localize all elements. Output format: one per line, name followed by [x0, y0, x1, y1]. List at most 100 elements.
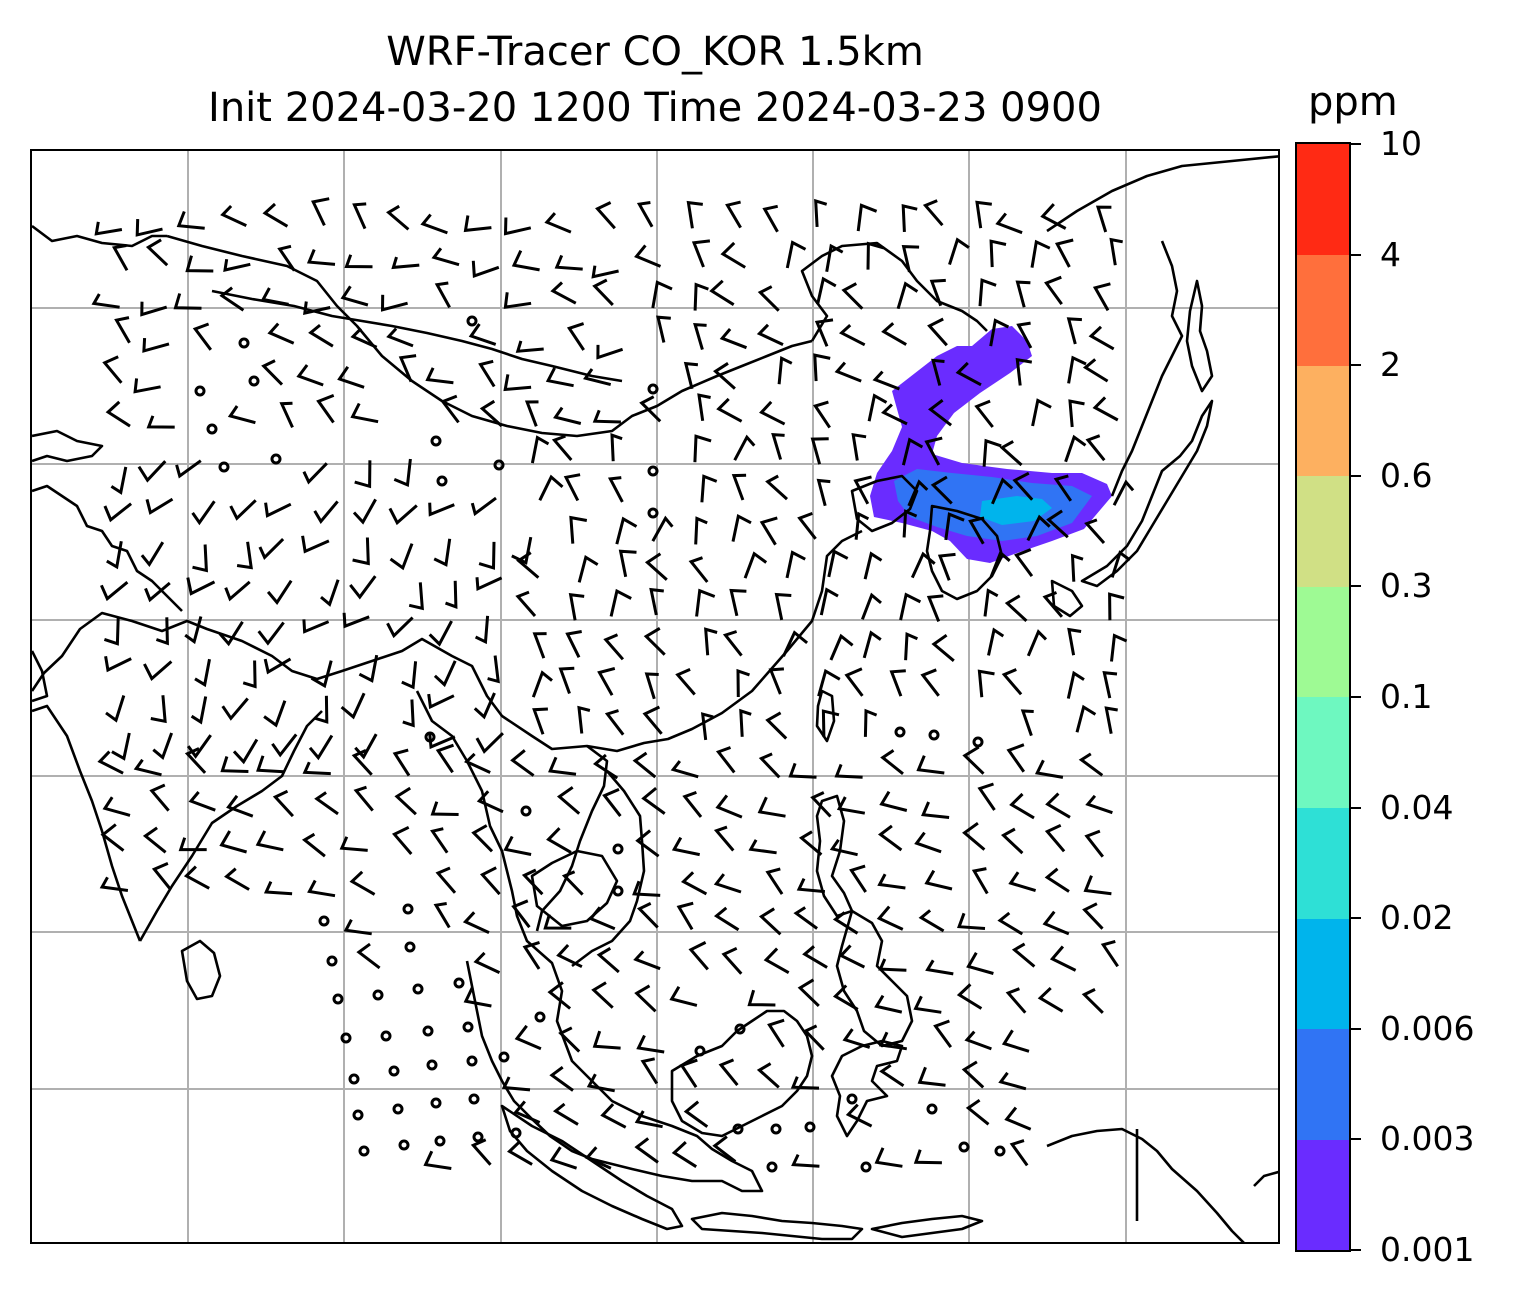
wind-barb [877, 873, 906, 890]
wind-barb [591, 265, 619, 279]
wind-barb [1015, 280, 1031, 308]
wind-barb [191, 500, 216, 526]
wind-barb [881, 403, 908, 426]
wind-barb [688, 556, 709, 583]
wind-barb [1075, 704, 1097, 733]
wind-barb [636, 201, 654, 228]
sakhalin [1185, 279, 1214, 393]
wind-barb [552, 1102, 579, 1126]
wind-barb [393, 458, 412, 488]
calm-wind-circle [612, 885, 624, 897]
wind-barb [821, 709, 840, 738]
wind-barb [922, 199, 944, 227]
wind-barb [133, 758, 162, 777]
russian-far-east-coast [1046, 155, 1278, 497]
wind-barb [435, 866, 457, 894]
wind-barb [220, 204, 247, 227]
wind-barb [983, 588, 999, 617]
wind-barb [762, 204, 779, 233]
wind-barb [588, 906, 616, 931]
wind-barb [194, 658, 211, 688]
colorbar-tick [1351, 364, 1361, 367]
calm-wind-circle [468, 1093, 480, 1105]
calm-wind-circle [398, 1139, 410, 1151]
wind-barb [591, 981, 614, 1009]
wind-barb [133, 378, 161, 394]
wind-barb [257, 621, 285, 646]
wind-barb [561, 870, 584, 896]
wind-barb [344, 254, 373, 269]
wind-barb [178, 837, 207, 852]
calm-wind-circle [466, 1055, 478, 1067]
wind-barb [386, 327, 414, 348]
wind-barb [644, 672, 659, 700]
colorbar-tick-label: 0.02 [1380, 898, 1454, 938]
wind-barb [739, 708, 752, 737]
colorbar-tick [1351, 917, 1361, 920]
wind-barb [532, 632, 547, 659]
wind-barb [546, 827, 572, 854]
wind-barb [944, 512, 965, 541]
wind-barb [907, 479, 929, 507]
wind-barb [874, 1147, 903, 1168]
wind-barb [388, 504, 418, 526]
wind-barb [510, 749, 535, 777]
map-panel[interactable] [30, 149, 1280, 1244]
wind-barb [513, 1100, 541, 1124]
wind-barb [768, 667, 785, 695]
calm-wind-circle [412, 983, 424, 995]
wind-barb [693, 322, 707, 351]
wind-barb [302, 619, 330, 634]
wind-barb [308, 323, 334, 348]
wind-barb [716, 397, 743, 423]
calm-wind-circle [732, 1123, 744, 1135]
wind-barb [1026, 629, 1048, 657]
wind-barb [311, 197, 330, 227]
indochina-coast [415, 690, 764, 1193]
wind-barb [337, 365, 365, 389]
colorbar-segment [1297, 586, 1349, 698]
wind-barb [914, 831, 942, 854]
calm-wind-circle [894, 726, 906, 738]
wind-barb [962, 745, 985, 775]
wind-barb [471, 260, 500, 278]
wind-barb [435, 743, 455, 774]
wind-barb [721, 946, 743, 975]
wind-barb [470, 496, 497, 517]
coastlines-and-borders [32, 155, 1278, 1242]
wind-barb [729, 588, 747, 617]
calm-wind-circle [348, 1073, 360, 1085]
wind-barb [889, 669, 906, 697]
wind-barb [825, 243, 844, 272]
wind-barb [931, 358, 945, 386]
wind-barb [1009, 1139, 1029, 1167]
wind-barb [1001, 1029, 1030, 1053]
calm-wind-circle [318, 915, 330, 927]
india-west-coast [32, 704, 142, 942]
wind-barb [1000, 827, 1024, 855]
wind-barb [968, 516, 985, 545]
wind-barb [556, 943, 583, 969]
wind-barb [173, 293, 202, 310]
wind-barb [545, 367, 574, 388]
wind-barb [856, 203, 878, 232]
wind-barb [478, 541, 496, 570]
wind-barb [975, 200, 992, 229]
wind-barb [1092, 282, 1111, 312]
wind-barb [1044, 867, 1070, 893]
wind-barb [340, 285, 369, 307]
calm-wind-circle [928, 729, 940, 741]
wind-barb [1014, 548, 1034, 577]
wind-barb [530, 435, 550, 464]
new-guinea [1046, 1127, 1278, 1242]
colorbar-tick-label: 0.006 [1380, 1008, 1475, 1048]
colorbar-segment [1297, 254, 1349, 366]
wind-barb [798, 830, 823, 856]
wind-barb [838, 323, 866, 347]
calm-wind-circle [392, 1103, 404, 1115]
colorbar-tick [1351, 253, 1361, 256]
wind-barb [105, 695, 126, 723]
wind-barb [607, 476, 624, 503]
wind-barb [473, 692, 496, 720]
wind-barb [817, 668, 841, 697]
